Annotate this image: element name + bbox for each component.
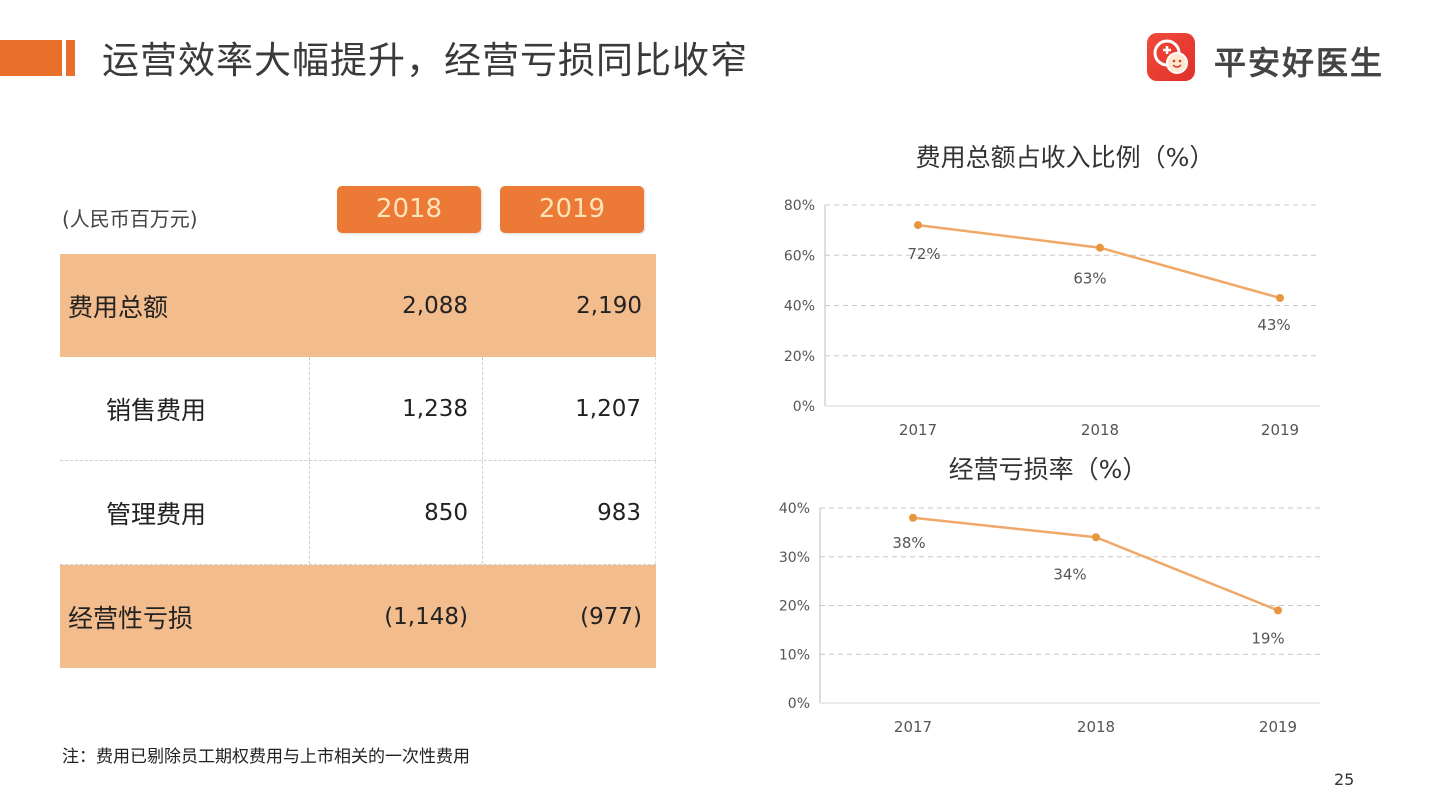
data-label: 43% xyxy=(1257,316,1290,334)
cell-2019: 983 xyxy=(482,461,656,564)
table-row: 管理费用 850 983 xyxy=(60,461,656,565)
x-tick-label: 2017 xyxy=(894,718,932,736)
table-row: 费用总额 2,088 2,190 xyxy=(60,254,656,357)
x-tick-label: 2019 xyxy=(1259,718,1297,736)
x-tick-label: 2018 xyxy=(1081,421,1119,439)
data-label: 63% xyxy=(1073,270,1106,288)
title-accent-line xyxy=(66,40,75,76)
row-label: 销售费用 xyxy=(106,395,207,425)
table-row: 销售费用 1,238 1,207 xyxy=(60,357,656,461)
y-tick-label: 0% xyxy=(793,399,815,415)
y-tick-label: 30% xyxy=(779,550,810,566)
x-tick-label: 2018 xyxy=(1077,718,1115,736)
table-row: 经营性亏损 (1,148) (977) xyxy=(60,565,656,668)
data-point xyxy=(1096,243,1104,252)
cell-2019: 2,190 xyxy=(576,292,642,319)
series-line xyxy=(912,516,1279,612)
y-tick-label: 40% xyxy=(779,501,810,517)
page-number: 25 xyxy=(1334,770,1355,789)
cell-2018: 850 xyxy=(309,461,482,564)
data-label: 19% xyxy=(1251,629,1284,647)
unit-label: (人民币百万元) xyxy=(62,207,198,231)
y-tick-label: 20% xyxy=(784,349,815,365)
data-label: 38% xyxy=(892,534,925,552)
expense-table: 费用总额 2,088 2,190 销售费用 1,238 1,207 管理费用 8… xyxy=(60,254,656,668)
title-accent-bar xyxy=(0,40,62,76)
year-header-2018: 2018 xyxy=(337,186,481,233)
cell-2019: (977) xyxy=(580,603,642,630)
footnote: 注：费用已剔除员工期权费用与上市相关的一次性费用 xyxy=(62,747,470,767)
row-label: 管理费用 xyxy=(106,499,207,529)
y-tick-label: 10% xyxy=(779,647,810,663)
chart-title: 费用总额占收入比例（%） xyxy=(916,143,1215,172)
cell-2018: 1,238 xyxy=(309,357,482,460)
cell-2018: 2,088 xyxy=(402,292,468,319)
y-tick-label: 0% xyxy=(788,696,810,712)
cell-2018: (1,148) xyxy=(384,603,468,630)
data-label: 34% xyxy=(1053,565,1086,583)
row-label: 经营性亏损 xyxy=(68,603,194,633)
y-tick-label: 20% xyxy=(779,599,810,615)
data-label: 72% xyxy=(907,245,940,263)
cell-2019: 1,207 xyxy=(482,357,656,460)
row-label: 费用总额 xyxy=(68,292,169,322)
x-tick-label: 2017 xyxy=(899,421,937,439)
chart-title: 经营亏损率（%） xyxy=(949,455,1148,484)
x-tick-label: 2019 xyxy=(1261,421,1299,439)
logo-text: 平安好医生 xyxy=(1214,44,1385,82)
y-tick-label: 60% xyxy=(784,248,815,264)
y-tick-label: 40% xyxy=(784,299,815,315)
year-header-2019: 2019 xyxy=(500,186,644,233)
data-point xyxy=(1276,293,1284,302)
logo-icon xyxy=(1147,33,1195,81)
data-point xyxy=(1274,606,1282,615)
y-tick-label: 80% xyxy=(784,198,815,214)
data-point xyxy=(909,513,917,522)
data-point xyxy=(1092,533,1100,542)
data-point xyxy=(914,221,922,230)
page-title: 运营效率大幅提升，经营亏损同比收窄 xyxy=(102,39,748,82)
